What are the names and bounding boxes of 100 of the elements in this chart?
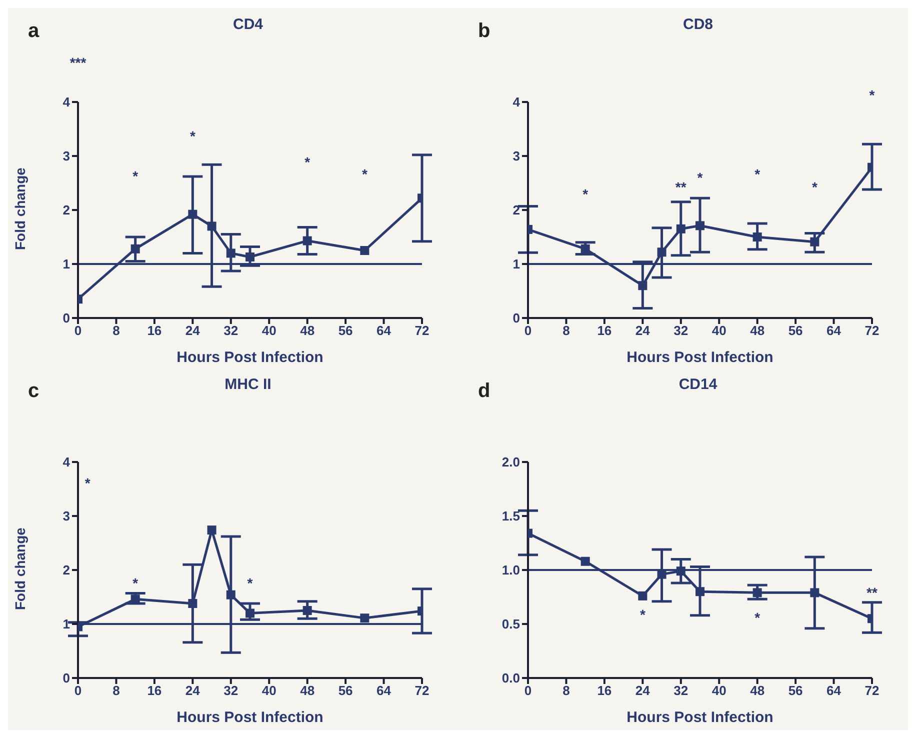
annotation: * [132, 574, 139, 591]
point [130, 244, 140, 254]
y-tick-label: 4 [62, 94, 71, 110]
y-axis-title: Fold change [12, 527, 28, 610]
x-tick-label: 8 [562, 323, 570, 338]
x-tick-label: 56 [338, 323, 353, 338]
x-tick-label: 8 [112, 323, 120, 338]
text: *** [70, 54, 87, 71]
x-tick-label: 40 [262, 323, 276, 338]
annotation: ** [675, 178, 687, 195]
annotation: * [869, 86, 876, 103]
y-tick-label: 3 [512, 148, 520, 164]
annotation: * [84, 475, 91, 492]
annotation: * [754, 609, 761, 626]
y-tick-label: 2 [62, 202, 70, 218]
x-tick-label: 48 [750, 323, 765, 338]
chart-title: CD14 [678, 376, 718, 393]
x-tick-label: 40 [712, 323, 726, 338]
y-tick-label: 1.5 [502, 508, 520, 524]
x-tick-label: 32 [224, 683, 238, 698]
x-tick-label: 24 [635, 323, 651, 338]
x-tick-label: 16 [147, 683, 162, 698]
point [752, 232, 762, 242]
annotation: * [304, 154, 311, 170]
y-tick-label: 2.0 [502, 454, 520, 470]
x-axis-title: Hours Post Infection [176, 709, 324, 726]
y-tick-label: 2 [62, 562, 70, 578]
point [226, 248, 236, 258]
x-tick-label: 48 [300, 323, 315, 338]
text: b [478, 20, 490, 43]
x-tick-label: 8 [562, 683, 570, 698]
annotation: * [247, 574, 254, 591]
y-axis-title: Fold change [12, 167, 28, 250]
point [810, 237, 820, 246]
y-tick-label: 0 [62, 310, 70, 326]
x-tick-label: 72 [414, 683, 430, 698]
x-tick-label: 0 [524, 323, 532, 338]
point [188, 210, 198, 219]
y-tick-label: 4 [512, 94, 521, 110]
x-axis-title: Hours Post Infection [626, 349, 774, 366]
x-tick-label: 8 [112, 683, 120, 698]
point [638, 281, 648, 290]
x-tick-label: 24 [635, 683, 651, 698]
annotation: ** [866, 584, 878, 601]
point [207, 222, 216, 231]
x-tick-label: 24 [185, 323, 201, 338]
chart-title: MHC II [224, 376, 272, 393]
annotation: * [190, 128, 196, 144]
point [657, 248, 666, 257]
point [696, 587, 704, 596]
chart-title: CD4 [232, 16, 264, 33]
x-tick-label: 56 [338, 683, 353, 698]
y-tick-label: 2 [512, 202, 520, 218]
x-tick-label: 0 [74, 683, 82, 698]
y-tick-label: 0 [62, 670, 70, 686]
point [360, 246, 370, 255]
y-tick-label: 0.0 [502, 670, 520, 686]
y-tick-label: 1 [62, 256, 70, 272]
x-tick-label: 32 [674, 683, 688, 698]
point [638, 591, 648, 600]
point [676, 224, 686, 234]
annotation: * [640, 606, 646, 622]
point [302, 236, 312, 246]
x-tick-label: 16 [597, 323, 612, 338]
point [226, 590, 236, 600]
point [302, 606, 312, 615]
point [810, 588, 820, 598]
point [188, 598, 198, 608]
x-axis-title: Hours Post Infection [176, 349, 324, 366]
point [580, 556, 590, 566]
x-tick-label: 48 [300, 683, 315, 698]
y-tick-label: 1 [62, 616, 70, 632]
y-tick-label: 1 [512, 256, 520, 272]
x-tick-label: 72 [864, 323, 880, 338]
annotation: * [754, 166, 761, 182]
point [246, 252, 254, 262]
annotation: * [697, 170, 704, 186]
point [676, 566, 686, 576]
x-tick-label: 0 [524, 683, 532, 698]
x-tick-label: 72 [414, 323, 430, 338]
x-tick-label: 72 [864, 683, 880, 698]
point [360, 614, 370, 623]
x-tick-label: 16 [597, 683, 612, 698]
point [246, 608, 254, 618]
annotation: * [362, 166, 368, 182]
x-tick-label: 64 [376, 323, 392, 338]
x-tick-label: 40 [262, 683, 276, 698]
x-tick-label: 64 [826, 683, 842, 698]
x-axis-title: Hours Post Infection [626, 709, 774, 726]
y-tick-label: 0 [512, 310, 520, 326]
x-tick-label: 64 [376, 683, 392, 698]
point [696, 221, 704, 230]
annotation: * [132, 168, 139, 184]
x-tick-label: 48 [750, 683, 765, 698]
point [207, 526, 216, 535]
x-tick-label: 64 [826, 323, 842, 338]
x-tick-label: 0 [74, 323, 82, 338]
x-tick-label: 32 [224, 323, 238, 338]
chart-title: CD8 [682, 16, 714, 33]
y-tick-label: 0.5 [502, 616, 520, 632]
